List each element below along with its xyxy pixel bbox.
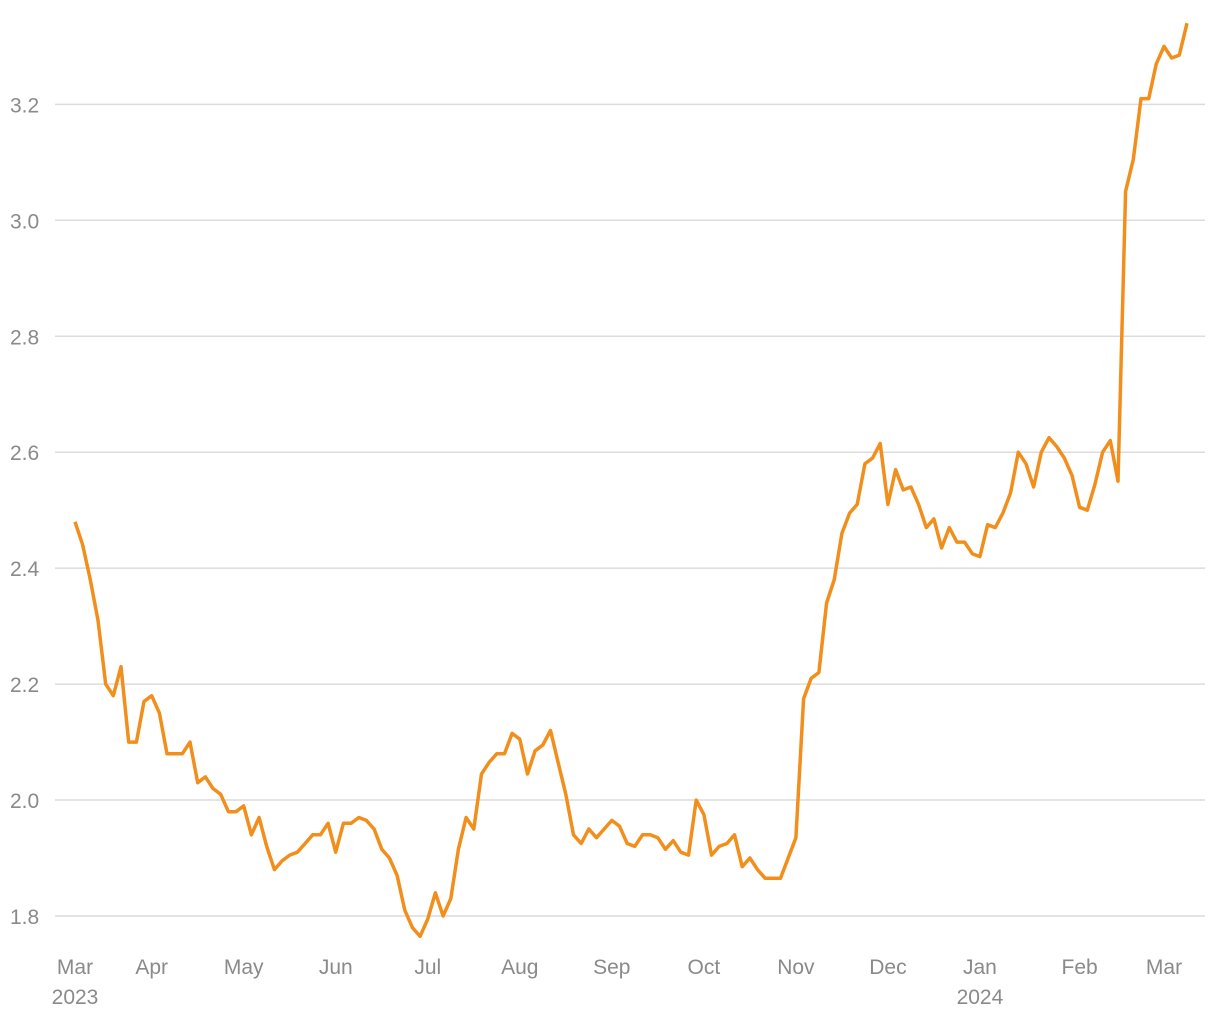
x-tick-label: Aug	[501, 956, 538, 979]
x-tick-label: Mar	[1146, 956, 1182, 979]
y-tick-label: 2.8	[10, 326, 39, 349]
x-tick-label: Dec	[869, 956, 906, 979]
y-tick-label: 3.2	[10, 94, 39, 117]
x-tick-label: Jan 2024	[957, 956, 1004, 1009]
x-tick-label: Oct	[688, 956, 721, 979]
y-tick-label: 2.6	[10, 442, 39, 465]
x-tick-label: Nov	[777, 956, 815, 979]
x-tick-label: Jul	[414, 956, 441, 979]
y-tick-label: 2.2	[10, 674, 39, 697]
x-tick-label: Mar 2023	[52, 956, 99, 1009]
x-tick-label: Apr	[135, 956, 168, 979]
x-tick-label: May	[224, 956, 264, 979]
x-tick-label: Feb	[1062, 956, 1098, 979]
y-tick-label: 3.0	[10, 210, 39, 233]
y-tick-label: 2.4	[10, 558, 40, 581]
x-tick-label: Jun	[319, 956, 353, 979]
x-tick-label: Sep	[593, 956, 630, 979]
y-tick-label: 2.0	[10, 790, 39, 813]
data-line	[73, 22, 1189, 939]
y-tick-label: 1.8	[10, 906, 39, 929]
